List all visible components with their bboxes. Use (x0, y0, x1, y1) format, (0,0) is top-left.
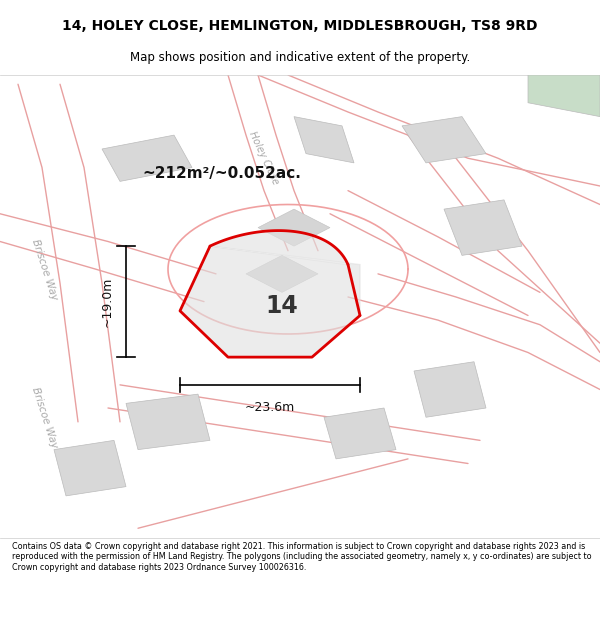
Polygon shape (126, 394, 210, 449)
Text: Briscoe Way: Briscoe Way (31, 386, 59, 449)
Polygon shape (402, 117, 486, 163)
Text: Contains OS data © Crown copyright and database right 2021. This information is : Contains OS data © Crown copyright and d… (12, 542, 592, 572)
Text: Map shows position and indicative extent of the property.: Map shows position and indicative extent… (130, 51, 470, 64)
Polygon shape (258, 209, 330, 246)
Polygon shape (324, 408, 396, 459)
Text: ~19.0m: ~19.0m (101, 276, 114, 327)
Text: Briscoe Way: Briscoe Way (31, 238, 59, 301)
Polygon shape (294, 117, 354, 163)
Polygon shape (54, 441, 126, 496)
Text: ~23.6m: ~23.6m (245, 401, 295, 414)
Polygon shape (180, 231, 360, 357)
Polygon shape (102, 135, 192, 181)
Polygon shape (528, 75, 600, 117)
Polygon shape (444, 200, 522, 256)
Text: 14: 14 (266, 294, 298, 318)
Text: 14, HOLEY CLOSE, HEMLINGTON, MIDDLESBROUGH, TS8 9RD: 14, HOLEY CLOSE, HEMLINGTON, MIDDLESBROU… (62, 19, 538, 32)
Polygon shape (414, 362, 486, 418)
Polygon shape (246, 256, 318, 292)
Text: Holey Close: Holey Close (247, 130, 281, 186)
Text: ~212m²/~0.052ac.: ~212m²/~0.052ac. (143, 166, 301, 181)
